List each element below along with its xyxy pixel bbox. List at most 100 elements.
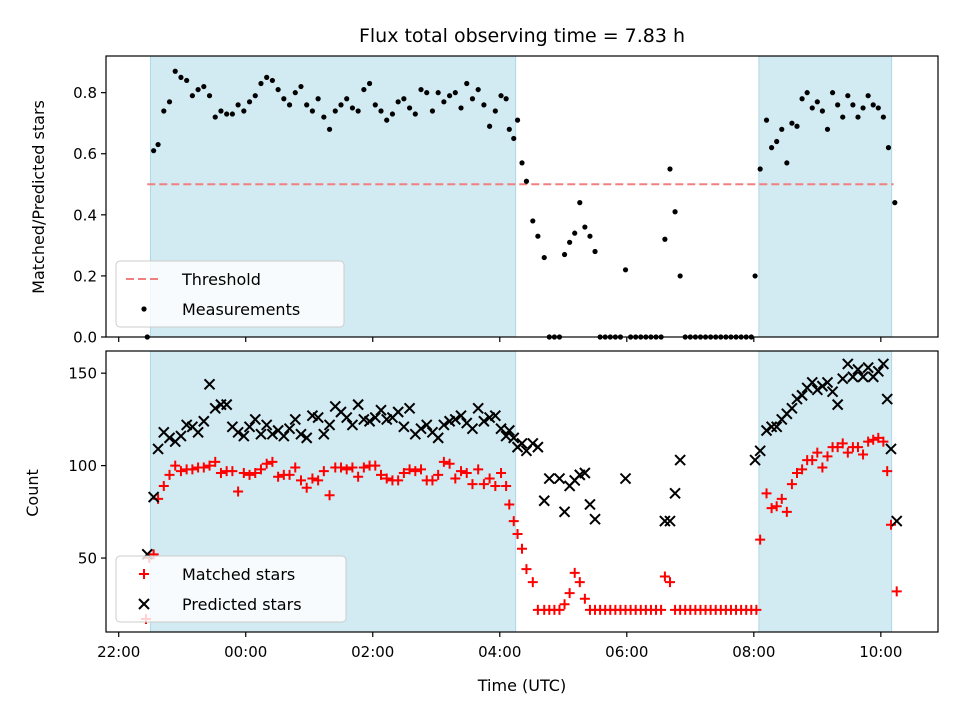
data-point [755,534,766,545]
time-axis-label: Time (UTC) [477,676,566,695]
data-point [435,90,441,96]
data-point [432,432,444,444]
data-point [877,358,890,370]
data-point [375,404,387,416]
data-point [347,462,358,473]
data-point [201,83,207,90]
data-point [837,373,849,385]
data-point [579,593,590,604]
data-point [467,479,478,490]
data-point [858,449,869,460]
data-point [269,77,275,84]
data-point [868,434,879,445]
data-point [875,105,881,111]
data-point [561,251,568,258]
data-point [372,102,378,108]
data-point [847,371,859,383]
data-point [198,462,209,473]
data-point [475,86,481,93]
data-point [538,495,550,507]
legend-label: Predicted stars [182,595,302,614]
data-point [210,456,221,467]
data-point [498,93,504,99]
data-point [155,141,161,148]
data-point [404,464,415,475]
data-point [203,378,216,390]
data-point [158,480,169,491]
data-point [321,114,327,120]
data-point [817,462,828,473]
data-point [674,454,686,466]
data-point [395,99,401,105]
data-point [384,117,390,123]
data-point [246,99,253,105]
data-point [484,473,495,484]
data-point [416,464,427,475]
data-point [444,458,455,469]
data-point [178,74,184,80]
count-panel: 50 100 150 22:00 00:00 02:00 04:00 06:00 08:00 10… [68,350,939,661]
data-point [275,86,281,93]
data-point [151,148,157,154]
data-point [361,86,367,93]
y-tick-label: 0.8 [73,84,97,102]
data-point [326,126,333,132]
data-point [842,358,854,370]
data-point [523,178,530,184]
data-point [346,419,359,431]
data-point [863,436,874,447]
data-point [206,93,213,99]
data-point [656,604,667,615]
data-point [532,441,544,453]
data-point [574,577,585,588]
data-point [865,93,871,99]
data-point [344,96,350,102]
legend-marker [141,306,147,312]
data-point [512,529,523,540]
data-point [355,108,361,114]
data-point [577,200,583,206]
data-point [261,458,272,469]
data-point [669,487,681,500]
legend-label: Measurements [182,300,300,319]
x-tick-label: 06:00 [605,643,648,661]
x-tick-label: 08:00 [732,643,775,661]
data-point [567,239,573,245]
data-point [152,443,164,455]
data-point [664,577,675,588]
y-tick-label: 0.4 [73,206,97,224]
data-point [232,426,244,439]
data-point [659,515,671,527]
data-point [584,498,596,511]
legend-label: Matched stars [182,565,295,584]
data-point [769,145,775,151]
data-point [392,406,404,418]
data-point [852,363,864,376]
data-point [677,273,683,279]
data-point [784,160,790,166]
data-point [490,480,501,491]
x-tick-label: 10:00 [859,643,902,661]
data-point [749,454,761,466]
data-point [554,604,565,615]
data-point [324,490,335,501]
data-point [452,90,458,96]
data-point [164,469,175,480]
data-point [238,430,250,442]
data-point [195,86,201,93]
data-point [466,422,479,435]
data-point [821,376,834,389]
data-point [175,466,186,477]
data-point [244,469,255,480]
count-axis-label: Count [23,469,42,517]
data-point [461,468,472,479]
data-point [252,93,258,99]
data-point [192,426,204,439]
data-point [850,102,856,108]
data-point [418,86,424,93]
shaded-interval [758,351,892,632]
data-point [797,464,808,475]
data-point [829,90,836,96]
data-point [227,466,238,477]
